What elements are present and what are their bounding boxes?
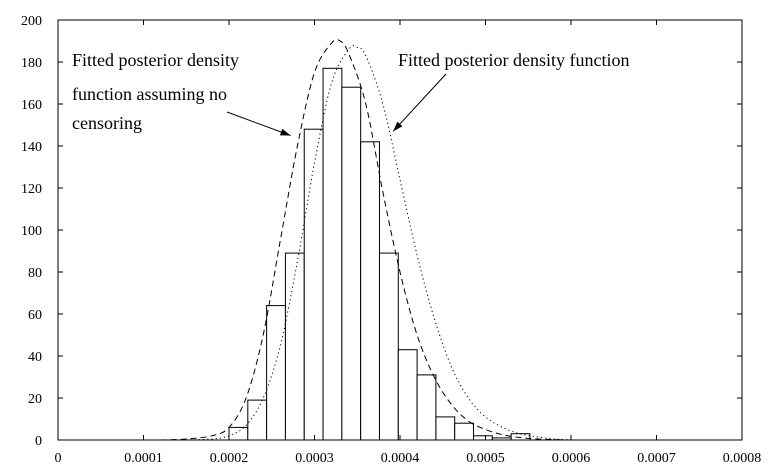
histogram-bar: [435, 416, 456, 441]
x-tick-label: 0.0002: [210, 451, 249, 466]
y-tick-label: 60: [28, 308, 42, 323]
x-tick-label: 0: [55, 451, 62, 466]
y-tick-label: 140: [21, 140, 42, 155]
annotation-no-censoring-arrowhead: [279, 128, 291, 136]
annotation-posterior: Fitted posterior density function: [392, 50, 629, 132]
y-tick-label: 80: [28, 266, 42, 281]
histogram-bar: [510, 433, 531, 441]
histogram-bar: [247, 399, 268, 441]
x-tick-label: 0.0007: [637, 451, 676, 466]
annotation-posterior-arrowhead: [393, 121, 403, 132]
x-tick-label: 0.0001: [124, 451, 163, 466]
annotation-posterior-arrow: [392, 73, 447, 132]
tick-labels: 0 0.0001 0.0002 0.0003 0.0004 0.0005 0.0006 0.0…: [21, 14, 761, 466]
histogram-bar: [378, 252, 399, 441]
histogram-bar: [228, 426, 249, 441]
density-curves: [160, 38, 572, 441]
no-censoring-density-curve: [160, 38, 572, 441]
y-tick-label: 180: [21, 56, 42, 71]
x-tick-label: 0.0005: [466, 451, 505, 466]
y-tick-label: 200: [21, 14, 42, 29]
x-tick-label: 0.0008: [723, 451, 762, 466]
annotation-no-censoring-line-2: function assuming no: [72, 84, 227, 104]
annotation-no-censoring-line-3: censoring: [72, 113, 142, 133]
histogram-bar: [341, 86, 362, 441]
y-tick-label: 0: [35, 434, 42, 449]
annotation-no-censoring-arrow: [226, 111, 291, 136]
histogram-bar: [284, 252, 305, 441]
x-tick-label: 0.0006: [552, 451, 591, 466]
histogram-bar: [360, 141, 380, 441]
y-tick-label: 100: [21, 224, 42, 239]
x-tick-label: 0.0003: [295, 451, 334, 466]
annotation-no-censoring: Fitted posterior density function assumi…: [72, 50, 291, 136]
y-tick-label: 160: [21, 98, 42, 113]
annotation-posterior-line-1: Fitted posterior density function: [398, 50, 629, 70]
histogram-bar: [322, 67, 343, 441]
y-tick-label: 20: [28, 392, 42, 407]
histogram-bar: [473, 435, 493, 441]
histogram-bar: [266, 305, 286, 441]
y-tick-label: 120: [21, 182, 42, 197]
histogram-bar: [454, 422, 475, 441]
histogram-bar: [303, 128, 324, 441]
histogram-bar: [416, 374, 437, 441]
x-tick-label: 0.0004: [381, 451, 420, 466]
histogram-bar: [397, 349, 418, 441]
y-tick-label: 40: [28, 350, 42, 365]
tick-marks: [57, 19, 743, 441]
annotation-no-censoring-line-1: Fitted posterior density: [72, 50, 239, 70]
